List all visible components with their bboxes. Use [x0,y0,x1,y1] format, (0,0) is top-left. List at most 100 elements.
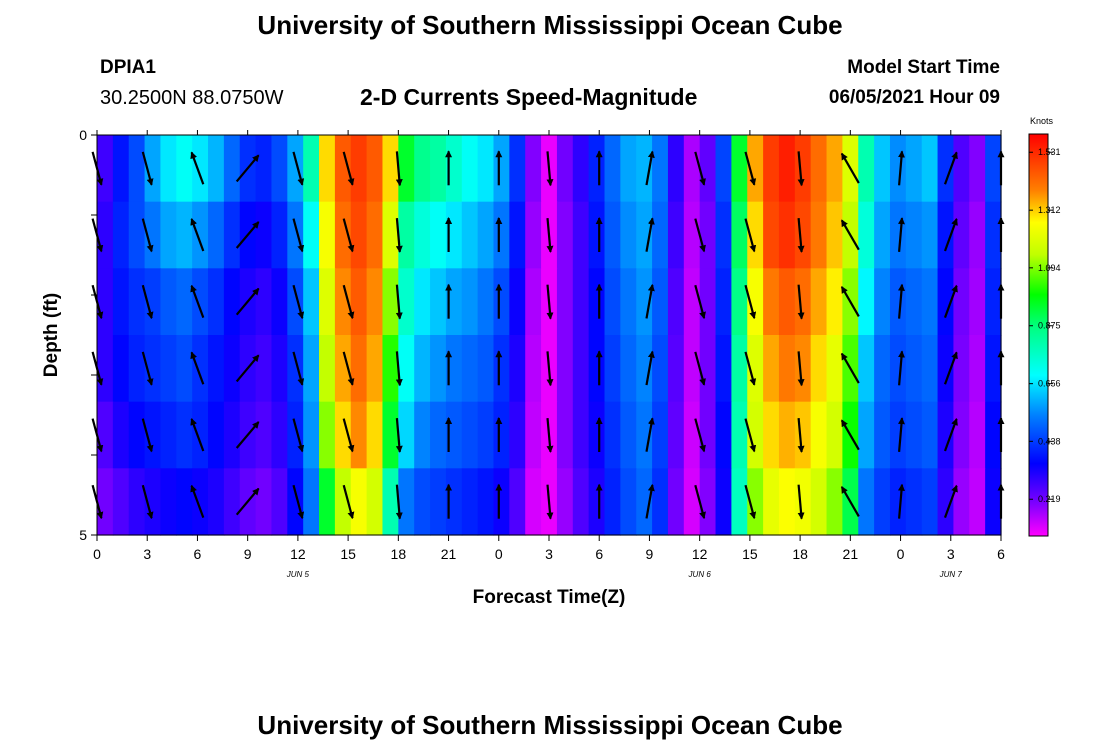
heatmap-cell [350,401,368,469]
x-tick-label: 0 [93,546,101,562]
heatmap-cell [192,401,209,469]
heatmap-cell [937,468,955,536]
heatmap-cell [953,268,970,336]
heatmap-cell [525,135,542,203]
heatmap-cell [763,335,780,403]
heatmap-cell [889,268,907,336]
heatmap-cell [319,268,336,336]
heatmap-cell [525,268,542,336]
current-vector-arrow [840,219,860,251]
current-vector-arrow [840,352,860,384]
x-tick-label: 0 [495,546,503,562]
heatmap-cell [652,401,669,469]
heatmap-cell [382,268,399,336]
heatmap-cell [810,468,828,536]
heatmap-cell [953,335,970,403]
heatmap-cell [683,135,701,203]
current-vector-arrow [190,218,205,252]
heatmap-cell [398,135,415,203]
heatmap-cell [667,468,685,536]
heatmap-cell [556,468,574,536]
current-vector-arrow [744,418,757,453]
heatmap-cell [477,401,495,469]
chart-title: 2-D Currents Speed-Magnitude [360,84,698,110]
current-vectors [91,150,1005,520]
current-vector-arrow [797,151,805,187]
heatmap-cell [319,201,336,269]
heatmap-cell [889,401,907,469]
heatmap-cell [414,468,431,536]
current-vector-arrow [395,351,403,387]
heatmap-cell [667,268,685,336]
current-vector-arrow [235,421,260,449]
heatmap-cell [430,201,447,269]
heatmap-cell [826,468,843,536]
heatmap-cell [414,135,431,203]
heatmap-cell [953,468,970,536]
heatmap-cell [667,335,685,403]
current-vector-arrow [797,484,805,520]
heatmap-cell [128,135,146,203]
heatmap-cell [556,135,574,203]
current-vector-arrow [141,218,154,253]
heatmap-cell [334,401,352,469]
heatmap-cell [334,135,352,203]
heatmap-cell [778,468,796,536]
current-vector-arrow [694,284,706,320]
heatmap-cell [604,468,621,536]
date-label: JUN 6 [688,570,712,579]
heatmap-cell [414,268,431,336]
y-tick-label: 5 [79,527,87,543]
heatmap-cell [604,401,621,469]
heatmap-cell [477,335,495,403]
heatmap-cell [97,401,114,469]
heatmap-cell [382,135,399,203]
heatmap-cell [461,468,479,536]
heatmap-cell [382,468,399,536]
heatmap-cell [810,335,828,403]
x-tick-label: 9 [646,546,654,562]
heatmap-cell [683,468,701,536]
x-tick-label: 12 [290,546,306,562]
heatmap-cell [604,268,621,336]
heatmap-cell [477,201,495,269]
current-vector-arrow [897,217,905,252]
heatmap-cell [366,268,384,336]
heatmap-cell [683,335,701,403]
heatmap-cell [667,135,685,203]
colorbar-tick-label: 1.312 [1038,205,1061,215]
heatmap-cell [493,201,510,269]
heatmap-cell [287,468,304,536]
heatmap-cell [128,268,146,336]
current-vector-arrow [898,283,905,319]
current-vector-arrow [898,150,905,186]
current-vector-arrow [235,154,260,183]
heatmap-cell [858,468,875,536]
heatmap-cell [969,468,986,536]
heatmap-cell [223,135,241,203]
heatmap-cell [176,201,193,269]
date-label: JUN 5 [286,570,310,579]
heatmap-cell [652,468,669,536]
heatmap-cell [350,268,368,336]
x-tick-label: 3 [947,546,955,562]
heatmap-cell [382,201,399,269]
heatmap-cell [826,268,843,336]
heatmap-cell [778,401,796,469]
heatmap-cell [208,268,225,336]
heatmap-cell [287,268,304,336]
heatmap-cell [509,268,526,336]
heatmap-cell [192,201,209,269]
current-vector-arrow [744,218,757,253]
heatmap-cell [112,335,130,403]
current-vector-arrow [744,151,757,186]
heatmap-cell [810,401,828,469]
heatmap-cell [430,135,447,203]
heatmap-cell [588,135,606,203]
heatmap-cell [303,268,320,336]
current-vector-arrow [694,151,706,186]
heatmap-cell [477,135,495,203]
current-vector-arrow [546,151,554,187]
heatmap-cell [208,335,225,403]
current-vector-arrow [395,284,403,320]
